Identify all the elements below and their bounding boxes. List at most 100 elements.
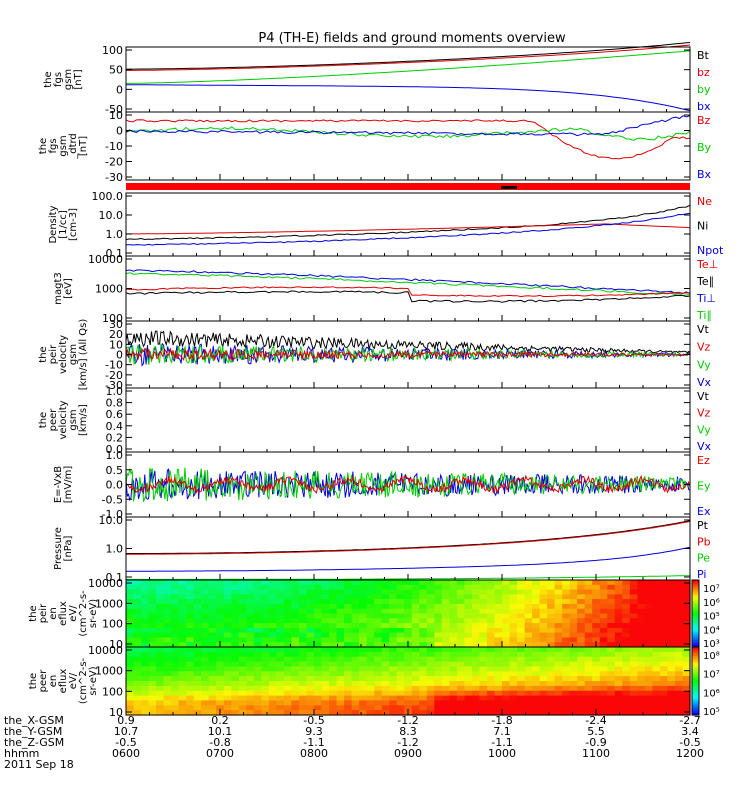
- heatmap-cell: [434, 656, 443, 663]
- heatmap-cell: [562, 613, 571, 619]
- heatmap-cell: [163, 690, 172, 697]
- y-axis-label-line: eflux: [58, 601, 69, 626]
- heatmap-cell: [359, 666, 368, 672]
- heatmap-cell: [126, 685, 135, 692]
- heatmap-cell: [291, 661, 300, 668]
- heatmap-cell: [396, 651, 405, 658]
- heatmap-cell: [344, 637, 353, 643]
- heatmap-cell: [344, 627, 353, 634]
- heatmap-cell: [554, 627, 563, 634]
- heatmap-cell: [517, 656, 526, 663]
- heatmap-cell: [208, 594, 217, 600]
- heatmap-cell: [517, 676, 526, 682]
- heatmap-cell: [268, 642, 277, 648]
- heatmap-cell: [246, 589, 255, 595]
- heatmap-cell: [351, 623, 360, 629]
- heatmap-cell: [456, 647, 465, 653]
- heatmap-cell: [231, 666, 240, 672]
- series-te-par-line: [125, 290, 691, 303]
- y-tick-label: -30: [105, 171, 123, 184]
- heatmap-cell: [569, 594, 578, 600]
- heatmap-cell: [682, 594, 691, 600]
- heatmap-cell: [682, 618, 691, 624]
- heatmap-cell: [299, 651, 308, 658]
- heatmap-cell: [562, 690, 571, 697]
- heatmap-cell: [539, 695, 548, 702]
- heatmap-cell: [216, 705, 225, 711]
- heatmap-cell: [396, 695, 405, 702]
- heatmap-cell: [216, 647, 225, 653]
- heatmap-cell: [682, 681, 691, 687]
- heatmap-cell: [126, 695, 135, 702]
- heatmap-cell: [321, 580, 330, 586]
- heatmap-cell: [554, 642, 563, 648]
- heatmap-cell: [351, 608, 360, 615]
- heatmap-cell: [682, 666, 691, 672]
- heatmap-cell: [208, 647, 217, 653]
- heatmap-cell: [351, 685, 360, 692]
- heatmap-cell: [389, 627, 398, 634]
- heatmap-cell: [599, 632, 608, 638]
- heatmap-cell: [141, 690, 150, 697]
- heatmap-cell: [592, 632, 601, 638]
- heatmap-cell: [171, 671, 180, 677]
- heatmap-cell: [306, 666, 315, 672]
- heatmap-cell: [494, 594, 503, 600]
- heatmap-cell: [562, 651, 571, 658]
- heatmap-cell: [133, 710, 142, 716]
- heatmap-cell: [524, 685, 533, 692]
- heatmap-cell: [547, 608, 556, 615]
- heatmap-cell: [329, 671, 338, 677]
- series-pb-line: [126, 520, 691, 555]
- heatmap-cell: [141, 661, 150, 668]
- heatmap-cell: [246, 690, 255, 697]
- heatmap-cell: [404, 695, 413, 702]
- colorbar-swatch: [692, 685, 699, 689]
- heatmap-cell: [216, 690, 225, 697]
- heatmap-cell: [276, 681, 285, 687]
- heatmap-cell: [584, 623, 593, 629]
- heatmap-cell: [464, 710, 473, 716]
- heatmap-cell: [261, 642, 270, 648]
- heatmap-cell: [216, 661, 225, 668]
- heatmap-cell: [464, 695, 473, 702]
- colorbar-label: 10⁸: [703, 651, 720, 662]
- heatmap-cell: [351, 580, 360, 586]
- heatmap-cell: [592, 599, 601, 605]
- heatmap-cell: [411, 613, 420, 619]
- heatmap-cell: [299, 666, 308, 672]
- heatmap-cell: [426, 656, 435, 663]
- heatmap-cell: [449, 671, 458, 677]
- heatmap-cell: [178, 623, 187, 629]
- heatmap-cell: [509, 580, 518, 586]
- colorbar-swatch: [692, 582, 699, 585]
- heatmap-cell: [374, 690, 383, 697]
- heatmap-cell: [238, 603, 247, 610]
- heatmap-cell: [434, 580, 443, 586]
- y-tick-label: -20: [105, 369, 123, 382]
- heatmap-cell: [396, 580, 405, 586]
- heatmap-cell: [682, 584, 691, 591]
- heatmap-cell: [622, 700, 631, 706]
- heatmap-cell: [163, 647, 172, 653]
- heatmap-cell: [156, 613, 165, 619]
- colorbar-swatch: [692, 699, 699, 702]
- y-axis-label-line: peer: [48, 408, 59, 432]
- heatmap-cell: [344, 656, 353, 663]
- heatmap-cell: [441, 656, 450, 663]
- heatmap-cell: [629, 661, 638, 668]
- heatmap-cell: [374, 603, 383, 610]
- x-axis-value: -0.8: [209, 736, 230, 749]
- heatmap-cell: [479, 608, 488, 615]
- heatmap-cell: [201, 681, 210, 687]
- heatmap-cell: [186, 603, 195, 610]
- heatmap-cell: [389, 666, 398, 672]
- heatmap-cell: [547, 623, 556, 629]
- heatmap-cell: [434, 594, 443, 600]
- heatmap-cell: [148, 589, 157, 595]
- heatmap-cell: [652, 627, 661, 634]
- heatmap-cell: [569, 613, 578, 619]
- heatmap-cell: [208, 627, 217, 634]
- heatmap-cell: [141, 681, 150, 687]
